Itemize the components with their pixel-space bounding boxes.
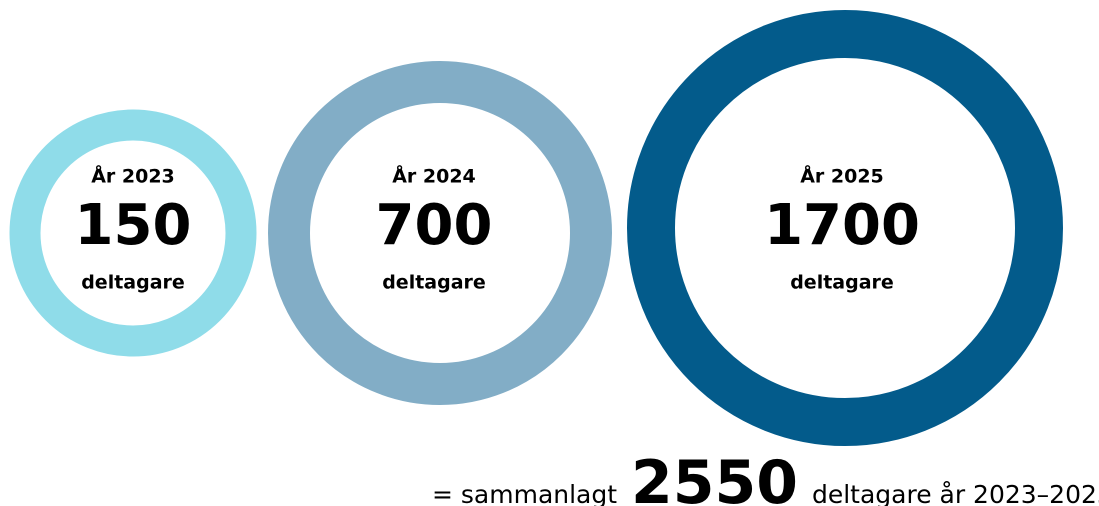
year-label: År 2025 <box>800 164 884 188</box>
count: 150 <box>75 193 192 258</box>
summary-suffix: deltagare år 2023–2025 <box>812 480 1099 506</box>
ring-2023: År 2023 150 deltagare <box>9 109 257 357</box>
count: 1700 <box>764 193 920 258</box>
count: 700 <box>376 193 493 258</box>
ring <box>627 10 1063 446</box>
ring-2024: År 2024 700 deltagare <box>268 61 612 405</box>
year-label: År 2023 <box>91 164 175 188</box>
unit-label: deltagare <box>81 272 185 294</box>
ring <box>268 61 612 405</box>
summary-total: 2550 <box>631 448 798 506</box>
unit-label: deltagare <box>790 272 894 294</box>
unit-label: deltagare <box>382 272 486 294</box>
summary: = sammanlagt 2550 deltagare år 2023–2025 <box>432 448 1099 506</box>
ring <box>9 109 257 357</box>
summary-prefix: = sammanlagt <box>432 480 617 506</box>
year-label: År 2024 <box>392 164 476 188</box>
ring-2025: År 2025 1700 deltagare <box>627 10 1063 446</box>
